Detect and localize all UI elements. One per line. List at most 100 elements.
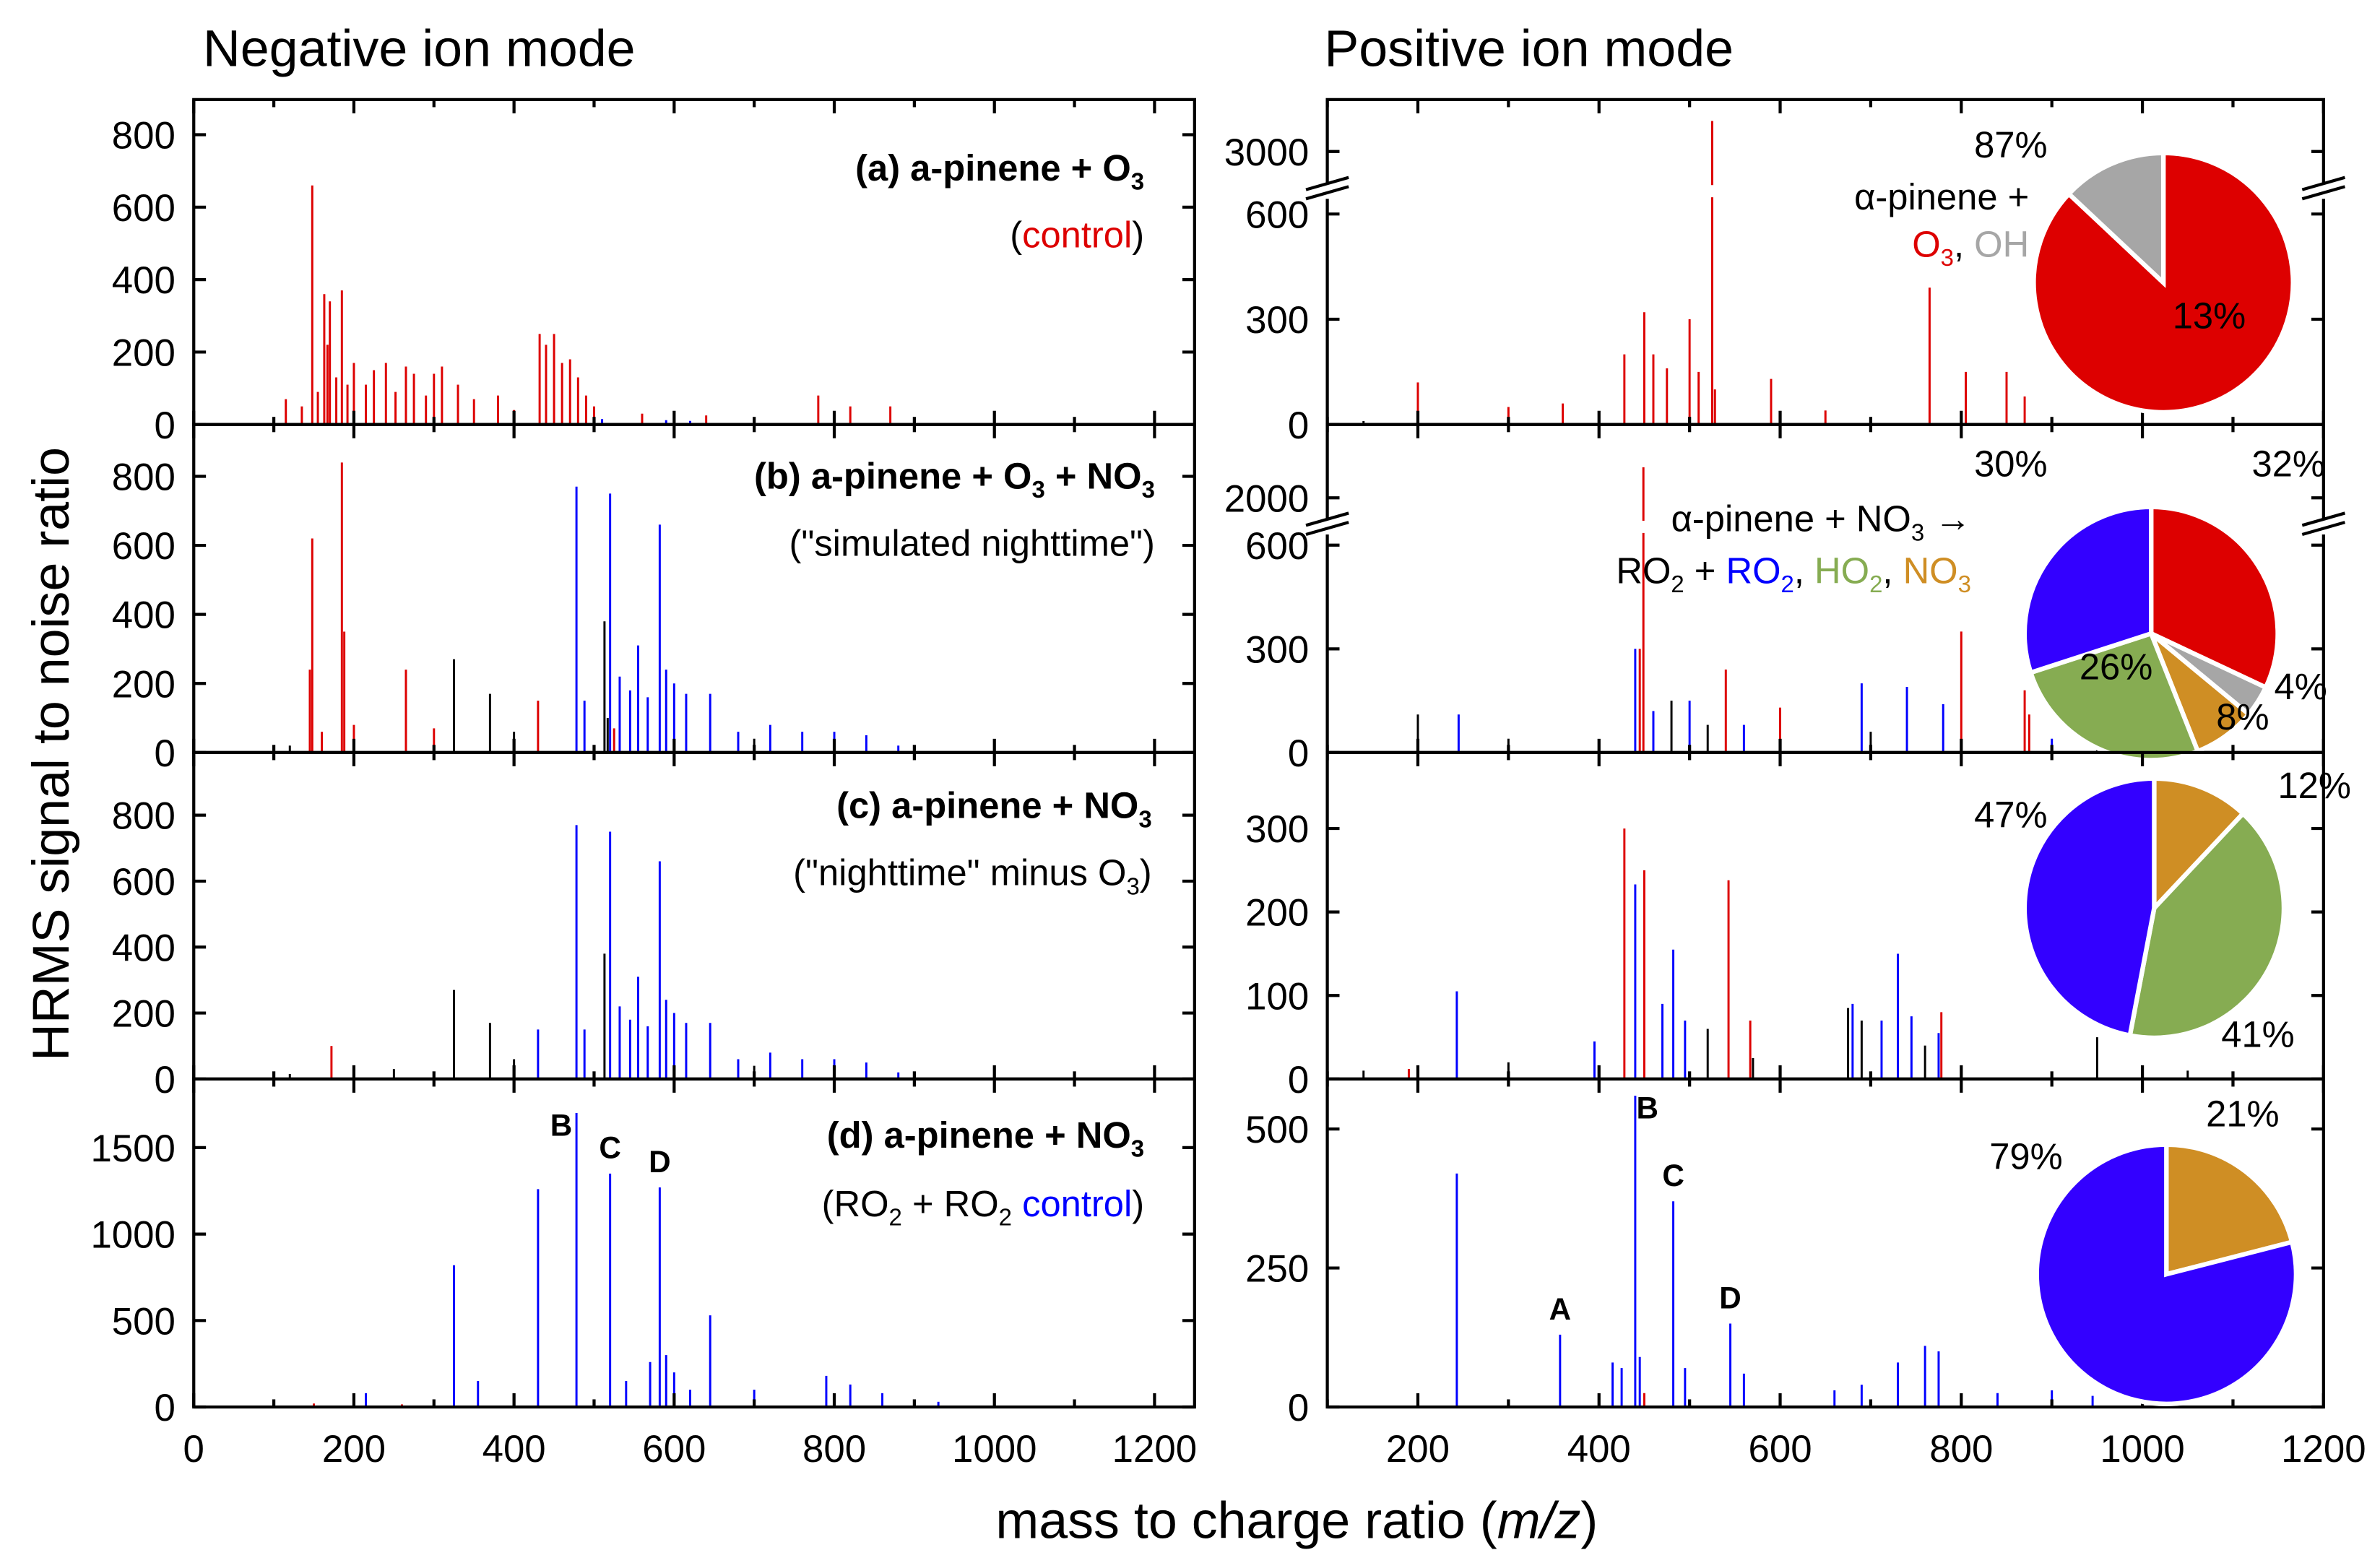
panel-sublabel-part: , [1794,550,1814,591]
pie-slice-gray [2065,150,2166,288]
y-tick-label: 200 [112,332,176,374]
axis-break-icon [1305,176,1349,191]
x-tick-label: 1200 [1112,1428,1197,1471]
y-tick-label: 2000 [1224,477,1309,520]
pie-slice-red [2031,150,2295,415]
pie-slice-orange [2152,776,2246,914]
peak-label-A: A [1549,1292,1572,1326]
pie-label: 41% [2221,1014,2294,1055]
axis-break-icon [1305,185,1349,201]
panel-sublabel-part: NO [1903,550,1958,591]
panel-label-part: 3 [1031,476,1044,503]
x-tick-label: 1200 [2281,1428,2366,1471]
panel-sublabel-part: ) [1132,1183,1144,1224]
pie-slice-orange [2164,1142,2295,1278]
panel-label-part: 3 [1131,168,1144,194]
y-tick-label: 0 [155,404,176,447]
y-tick-label: 400 [112,259,176,302]
panel-neg-d [192,1077,1196,1409]
y-axis-label: HRMS signal to noise ratio [22,447,80,1061]
y-tick-label: 0 [155,1059,176,1101]
x-tick-label: 400 [483,1428,546,1471]
panel-label-part: (d) a-pinene + NO [827,1114,1131,1156]
y-tick-label: 800 [112,115,176,157]
panel-label-part: (b) a-pinene + O [754,455,1031,496]
panel-sublabel-part: OH [1974,223,2029,264]
panel-label: α-pinene + [1854,176,2029,217]
y-tick-label: 600 [1245,525,1309,568]
pie-label: 30% [1974,443,2047,485]
panel-sublabel-part: O [1912,223,1940,264]
panel-sublabel: O3, OH [1912,223,2029,271]
y-tick-label: 400 [112,594,176,637]
x-tick-label: 800 [1929,1428,1993,1471]
panel-sublabel: ("simulated nighttime") [789,522,1154,563]
panel-sublabel-part: ) [1140,852,1152,893]
panel-label-part: 3 [1911,519,1924,545]
y-tick-label: 0 [1288,732,1309,775]
y-tick-label: 600 [1245,194,1309,236]
panel-label-part: → [1924,498,1971,540]
y-tick-label: 300 [1245,628,1309,671]
panel-sublabel-part: 2 [1671,571,1684,597]
x-tick-label: 600 [1748,1428,1812,1471]
peak-label-C: C [1662,1159,1684,1192]
pie-label: 13% [2173,295,2246,337]
panel-sublabel-part: , [1882,550,1903,591]
panel-sublabel-part: 2 [889,1204,902,1231]
axis-break-icon [2301,521,2346,537]
axes-frame [1325,1077,2325,1409]
pie-label: 4% [2275,666,2327,707]
panel-sublabel-part [1012,1183,1022,1224]
x-tick-label: 0 [183,1428,204,1471]
y-tick-label: 300 [1245,299,1309,342]
pie-slice-green [2127,810,2287,1041]
y-tick-label: 200 [112,663,176,706]
pie-label: 21% [2206,1093,2279,1134]
panel-sublabel-part: 2 [1869,571,1882,597]
panel-sublabel-part: ("nighttime" minus O [793,852,1126,893]
panel-sublabel-part: + [1684,550,1726,591]
y-tick-label: 600 [112,187,176,230]
x-axis-label-part: ) [1580,1492,1598,1550]
y-tick-label: 800 [112,456,176,498]
panel-label-part: 3 [1131,1135,1144,1162]
panel-label-part: 3 [1142,476,1155,503]
pie-label: 79% [1989,1135,2062,1177]
axis-break-icon [2301,185,2346,201]
panel-sublabel-part: ( [1010,215,1022,256]
x-axis-label-part: m/z [1497,1492,1581,1550]
panel-sublabel-part: 2 [999,1204,1012,1231]
panel-pos-a [1305,98,2346,426]
panel-sublabel-part: control [1022,1183,1132,1224]
pie-label: 87% [1974,124,2047,165]
y-tick-label: 600 [112,861,176,904]
pie-label: 12% [2277,765,2350,806]
axes-frame [192,1077,1196,1409]
panel-label-part: + NO [1045,455,1142,496]
y-tick-label: 0 [1288,404,1309,447]
panel-sublabel-part: , [1954,223,1974,264]
title-positive: Positive ion mode [1324,20,1734,77]
panel-label-part: α-pinene + [1854,176,2029,217]
pie-label: 47% [1974,794,2047,835]
pie-slice-green [2028,631,2201,763]
peak-label-B: B [550,1109,573,1143]
x-axis-label: mass to charge ratio (m/z) [995,1492,1598,1550]
panel-sublabel-part: 3 [1958,571,1971,597]
pie-label: 32% [2252,443,2325,485]
pie-label: 8% [2216,696,2269,737]
x-tick-label: 1000 [952,1428,1037,1471]
panel-label-part: (c) a-pinene + NO [836,785,1138,826]
x-tick-label: 600 [642,1428,706,1471]
peak-label-D: D [649,1145,671,1179]
y-tick-label: 600 [112,525,176,568]
peak-label-D: D [1719,1281,1741,1315]
panel-sublabel: RO2 + RO2, HO2, NO3 [1616,550,1971,597]
pie-label: 26% [2080,646,2152,687]
panel-pos-d [1325,1077,2325,1409]
y-tick-label: 500 [1245,1109,1309,1151]
title-negative: Negative ion mode [203,20,636,77]
x-tick-label: 200 [1386,1428,1450,1471]
y-tick-label: 300 [1245,808,1309,851]
